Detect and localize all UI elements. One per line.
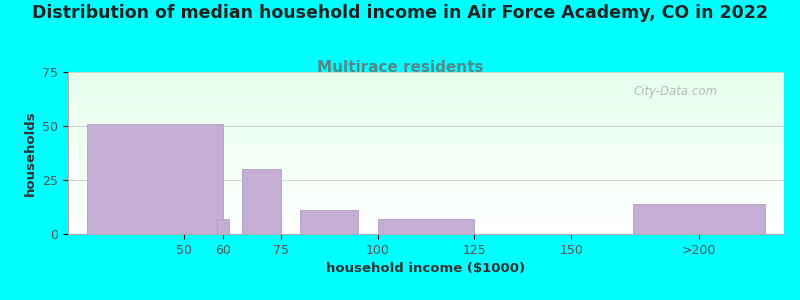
Text: Multirace residents: Multirace residents xyxy=(317,60,483,75)
Y-axis label: households: households xyxy=(24,110,37,196)
Bar xyxy=(378,219,474,234)
Text: Distribution of median household income in Air Force Academy, CO in 2022: Distribution of median household income … xyxy=(32,4,768,22)
Text: City-Data.com: City-Data.com xyxy=(634,85,718,98)
Bar xyxy=(300,210,358,234)
Bar xyxy=(217,219,229,234)
Bar xyxy=(87,124,223,234)
Bar xyxy=(242,169,281,234)
Bar xyxy=(633,204,765,234)
X-axis label: household income ($1000): household income ($1000) xyxy=(326,262,526,275)
